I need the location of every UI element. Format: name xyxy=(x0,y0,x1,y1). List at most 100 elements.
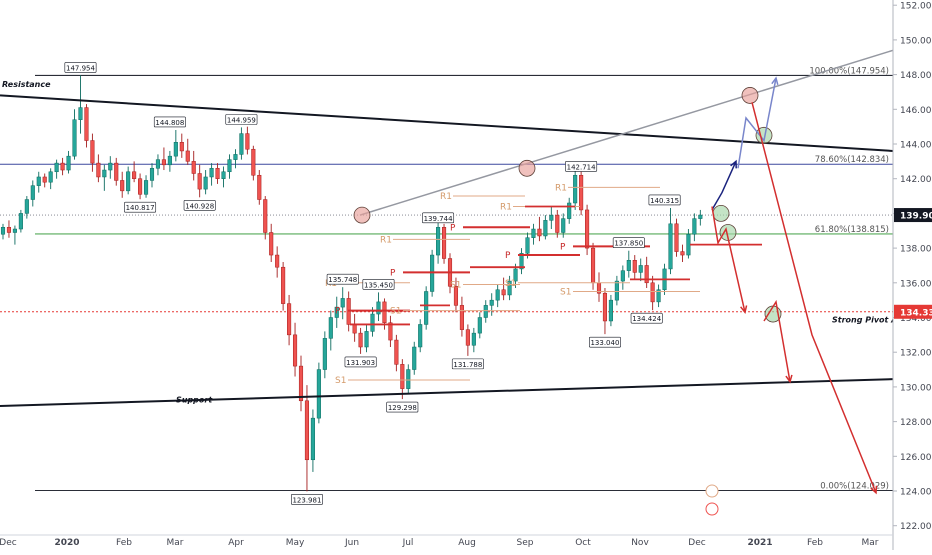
swing-label-box xyxy=(612,237,645,249)
x-tick-label: May xyxy=(286,538,305,548)
bear-extension-arrow xyxy=(763,299,791,382)
candle-body xyxy=(12,228,17,233)
swing-label-box xyxy=(183,200,216,211)
candle-body xyxy=(138,178,143,195)
candle-body xyxy=(203,176,208,190)
candle-body xyxy=(120,180,125,192)
long-term-bear-arrow-head xyxy=(870,485,878,495)
candle-body xyxy=(507,280,512,296)
candle-body xyxy=(400,364,405,389)
candle-body xyxy=(364,331,369,348)
swing-label-box xyxy=(153,116,186,128)
candle-body xyxy=(394,339,399,365)
candle-body xyxy=(453,286,459,306)
candle-body xyxy=(54,162,59,173)
candle-body xyxy=(6,227,12,233)
candle-body xyxy=(501,289,506,296)
candle-body xyxy=(537,228,542,237)
candle-body xyxy=(608,299,613,322)
swing-label-box xyxy=(326,273,359,285)
swing-label: 144.959 xyxy=(227,116,256,124)
y-tick-label: 128.000 xyxy=(900,418,932,428)
candle-body xyxy=(251,148,256,176)
candle-body xyxy=(310,417,315,461)
swing-label-box xyxy=(451,358,484,370)
swing-label-box xyxy=(565,161,598,172)
candle-body xyxy=(179,142,184,152)
candle-body xyxy=(549,214,554,221)
swing-label: 140.928 xyxy=(185,202,214,210)
swing-label: 144.808 xyxy=(155,119,184,127)
price-badge xyxy=(894,304,932,319)
candle-body xyxy=(155,159,161,169)
candle-body xyxy=(424,291,429,325)
candle-body xyxy=(328,317,333,339)
swing-label: 139.744 xyxy=(424,215,453,223)
candle-body xyxy=(233,154,238,160)
price-axis-bg xyxy=(893,0,932,550)
candle-body xyxy=(382,301,387,323)
highlight-circle xyxy=(518,159,536,177)
pivot-label: S1 xyxy=(390,307,401,317)
candle-body xyxy=(84,107,89,141)
fib-level-label: 0.00%(124.029) xyxy=(820,482,889,492)
candle-body xyxy=(579,174,584,211)
candle-body xyxy=(680,251,685,256)
candle-body xyxy=(281,266,286,304)
candle-body xyxy=(18,213,23,230)
candle-body xyxy=(114,162,119,181)
x-tick-label: Jun xyxy=(344,538,359,548)
bear-path-arrow xyxy=(711,206,746,313)
candle-body xyxy=(287,303,292,336)
candle-body xyxy=(191,161,196,174)
y-tick-label: 146.000 xyxy=(900,106,932,116)
candle-body xyxy=(227,159,232,173)
candle-body xyxy=(686,233,691,256)
candle-body xyxy=(173,142,178,157)
candle-body xyxy=(322,338,327,370)
candle-body xyxy=(149,168,155,181)
swing-label: 140.817 xyxy=(126,204,155,212)
swing-label-box xyxy=(589,336,621,348)
highlight-circle xyxy=(353,206,371,224)
candle-body xyxy=(245,133,250,150)
candle-body xyxy=(519,253,524,270)
candle-body xyxy=(102,169,107,178)
pivot-label: S1 xyxy=(450,281,461,291)
y-tick-label: 142.000 xyxy=(900,175,932,185)
candle-body xyxy=(161,159,166,166)
swing-label-box xyxy=(630,312,663,324)
swing-label: 131.788 xyxy=(453,361,482,369)
candle-body xyxy=(418,324,423,348)
candle-body xyxy=(30,185,35,200)
candle-body xyxy=(620,270,625,282)
x-tick-label: Feb xyxy=(807,538,823,548)
candle-body xyxy=(376,301,381,315)
candle-body xyxy=(36,176,41,186)
candle-body xyxy=(96,162,101,178)
candle-body xyxy=(239,133,244,155)
y-tick-label: 152.000 xyxy=(900,2,932,12)
bear-path-arrow-head xyxy=(740,305,748,314)
candle-body xyxy=(221,171,226,179)
candle-body xyxy=(143,180,149,195)
swing-label: 135.748 xyxy=(328,276,357,284)
candle-body xyxy=(78,107,83,120)
candle-body xyxy=(495,289,500,301)
bull-path-arrow xyxy=(711,161,737,211)
candle-body xyxy=(358,332,363,348)
swing-label-box xyxy=(422,212,455,224)
annotation-label: Strong Pivot Area xyxy=(832,316,912,325)
fib-level-label: 61.80%(138.815) xyxy=(815,225,889,235)
candle-body xyxy=(531,228,536,238)
candle-body xyxy=(656,289,661,303)
candle-body xyxy=(650,282,655,303)
candle-body xyxy=(602,292,608,322)
bear-extension-arrow-head xyxy=(785,374,793,384)
bull-extension-arrow-head xyxy=(771,76,779,86)
candle-body xyxy=(483,305,488,318)
highlight-circle xyxy=(712,205,730,222)
candle-body xyxy=(108,162,113,171)
